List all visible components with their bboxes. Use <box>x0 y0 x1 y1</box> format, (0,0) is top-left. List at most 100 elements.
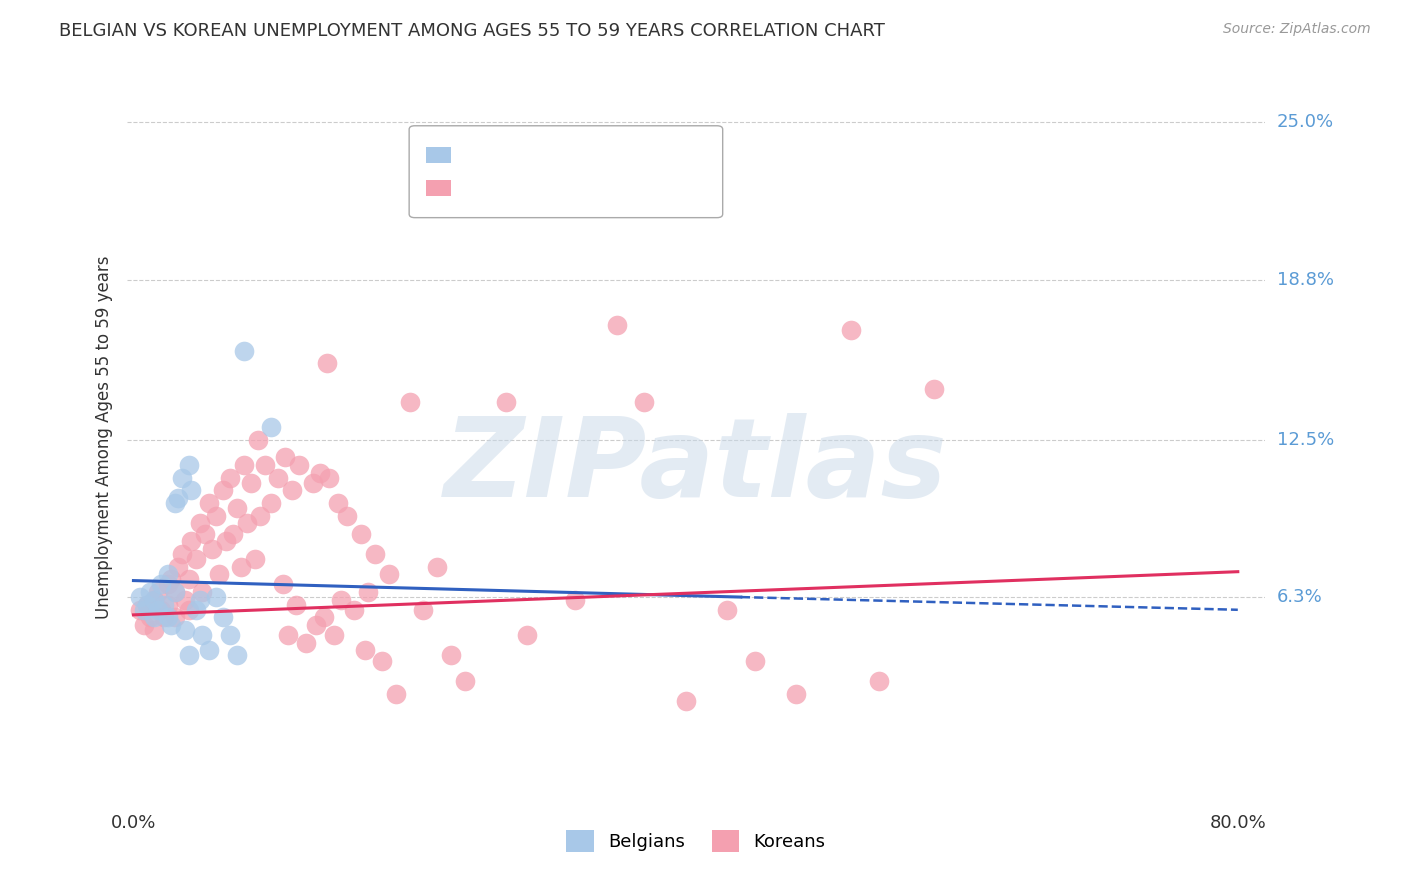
Point <box>371 654 394 668</box>
Text: 12.5%: 12.5% <box>1277 431 1334 449</box>
Point <box>188 516 211 531</box>
Point <box>143 610 166 624</box>
Point <box>271 577 294 591</box>
Point <box>208 567 231 582</box>
Point <box>267 471 290 485</box>
Legend: Belgians, Koreans: Belgians, Koreans <box>560 823 832 860</box>
Point <box>198 496 221 510</box>
Point <box>184 603 207 617</box>
Point <box>173 592 195 607</box>
Point <box>212 610 235 624</box>
Point <box>143 592 166 607</box>
Point <box>285 598 308 612</box>
Point <box>143 623 166 637</box>
Text: Source: ZipAtlas.com: Source: ZipAtlas.com <box>1223 22 1371 37</box>
Point <box>205 508 228 523</box>
Y-axis label: Unemployment Among Ages 55 to 59 years: Unemployment Among Ages 55 to 59 years <box>94 255 112 619</box>
Point <box>364 547 387 561</box>
Text: 18.8%: 18.8% <box>1277 270 1334 289</box>
Point <box>922 382 945 396</box>
Point <box>184 552 207 566</box>
Point <box>191 585 214 599</box>
Point <box>134 603 156 617</box>
Point <box>249 508 271 523</box>
Point <box>378 567 401 582</box>
Text: 25.0%: 25.0% <box>1277 113 1334 131</box>
Point <box>159 618 181 632</box>
Point <box>163 585 186 599</box>
Point <box>329 592 352 607</box>
Point <box>440 648 463 663</box>
Point <box>318 471 340 485</box>
Point <box>260 420 283 434</box>
Point <box>166 491 188 505</box>
Point <box>426 559 449 574</box>
Point <box>235 516 257 531</box>
Point <box>315 356 337 370</box>
Point <box>226 501 249 516</box>
Point <box>129 603 152 617</box>
Point <box>219 628 242 642</box>
Point <box>744 654 766 668</box>
Point <box>194 526 217 541</box>
Point <box>322 628 344 642</box>
Point <box>308 466 330 480</box>
Point <box>785 687 807 701</box>
Point <box>177 572 200 586</box>
Point <box>212 483 235 498</box>
Point <box>156 577 179 591</box>
Point <box>180 534 202 549</box>
Point <box>134 618 156 632</box>
Point <box>239 475 262 490</box>
Point <box>166 559 188 574</box>
Point <box>191 628 214 642</box>
Point <box>177 648 200 663</box>
Point <box>277 628 299 642</box>
Point <box>454 673 477 688</box>
Point <box>288 458 311 472</box>
Point <box>516 628 538 642</box>
Point <box>153 610 176 624</box>
Point <box>564 592 586 607</box>
Text: 85: 85 <box>623 178 645 196</box>
Point <box>398 394 420 409</box>
Point <box>148 585 170 599</box>
Point <box>675 694 697 708</box>
Point <box>136 598 159 612</box>
Point <box>222 526 245 541</box>
Point <box>357 585 380 599</box>
Point <box>606 318 628 333</box>
Text: -0.038: -0.038 <box>510 145 569 163</box>
Point <box>232 458 254 472</box>
Point <box>302 475 325 490</box>
Point <box>305 618 328 632</box>
Point <box>139 610 162 624</box>
Point <box>343 603 366 617</box>
Point <box>253 458 276 472</box>
Point <box>229 559 252 574</box>
Point <box>384 687 406 701</box>
Point <box>232 343 254 358</box>
Point <box>150 603 173 617</box>
Point <box>868 673 890 688</box>
Point <box>246 433 269 447</box>
Point <box>412 603 434 617</box>
Text: 6.3%: 6.3% <box>1277 588 1323 606</box>
Text: 0.113: 0.113 <box>510 178 562 196</box>
Point <box>312 610 335 624</box>
Point <box>163 496 186 510</box>
Point <box>205 590 228 604</box>
Point <box>633 394 655 409</box>
Point <box>336 508 359 523</box>
Text: N =: N = <box>574 178 605 196</box>
Point <box>156 598 179 612</box>
Text: R =: R = <box>457 178 488 196</box>
Point <box>495 394 517 409</box>
Point <box>163 610 186 624</box>
Point <box>350 526 373 541</box>
Point <box>180 483 202 498</box>
Point <box>260 496 283 510</box>
Point <box>281 483 304 498</box>
Point <box>177 603 200 617</box>
Point <box>326 496 349 510</box>
